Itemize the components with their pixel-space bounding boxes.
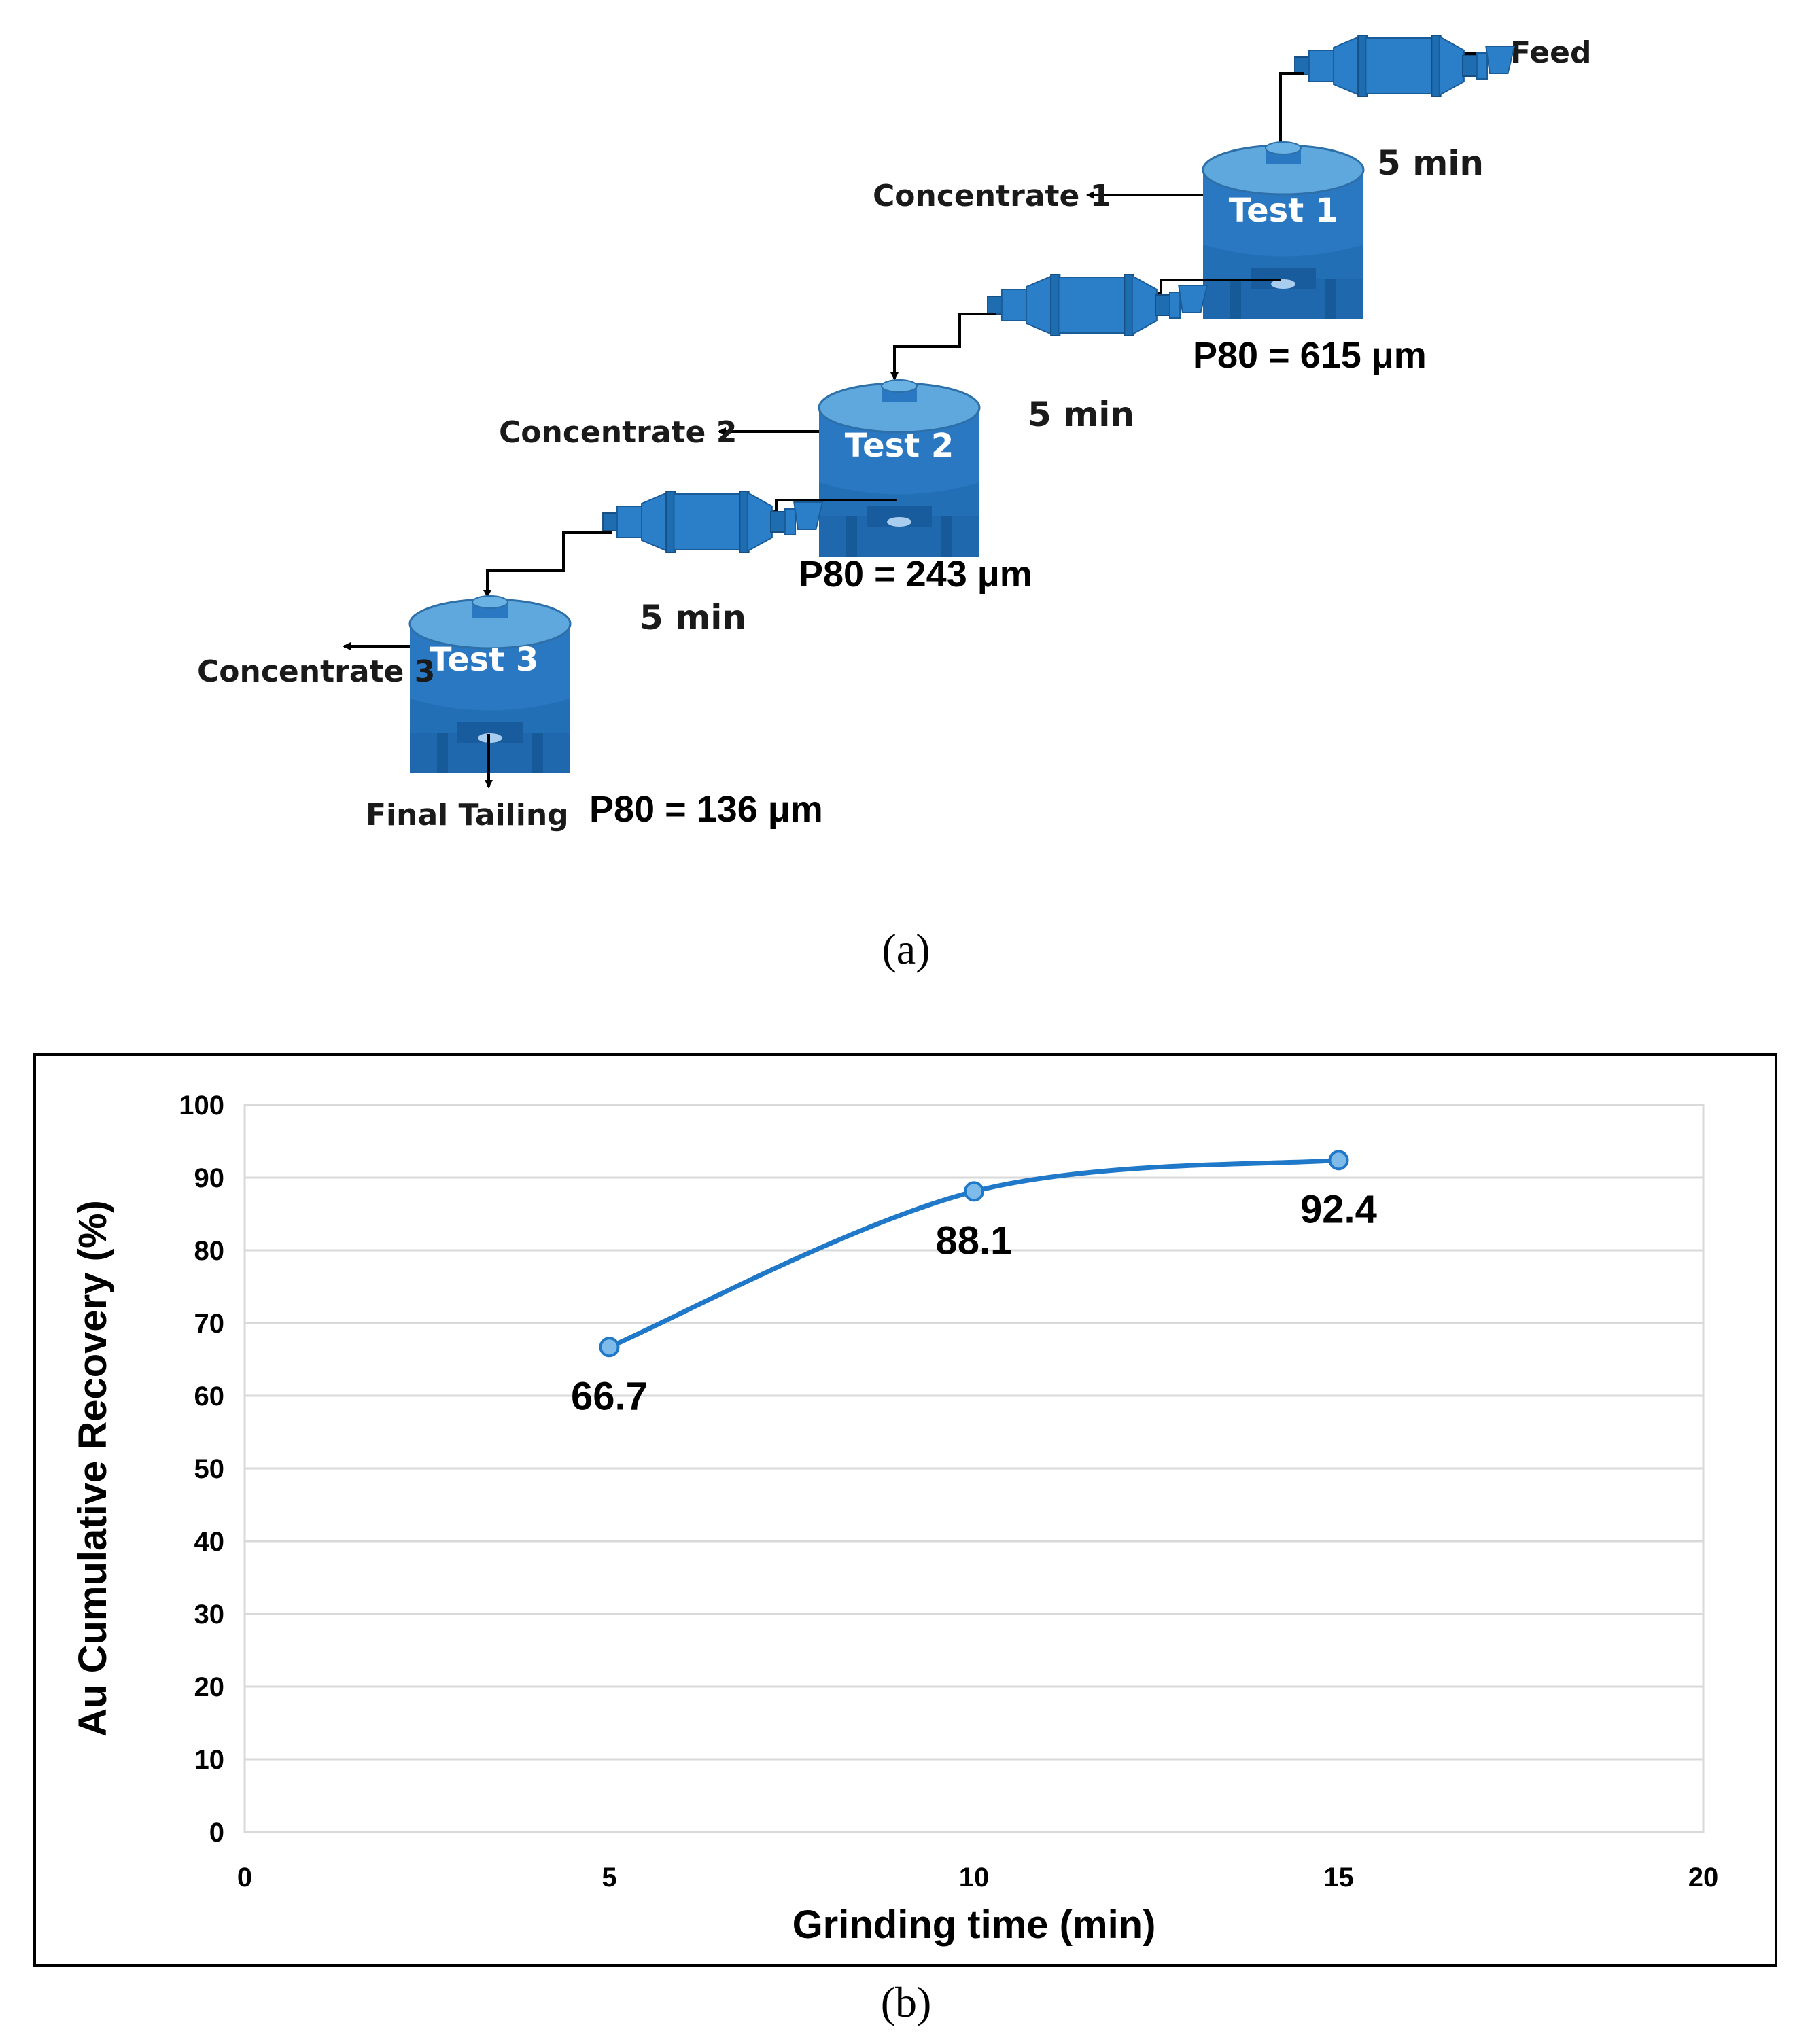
caption-b: (b)	[881, 1978, 932, 2026]
caption-a: (a)	[882, 925, 930, 973]
y-tick-label: 100	[179, 1091, 224, 1121]
x-tick-label: 15	[1323, 1863, 1354, 1892]
y-tick-label: 90	[194, 1163, 225, 1193]
test-2-tank	[818, 378, 981, 559]
concentrate-2-label: Concentrate 2	[499, 415, 737, 450]
data-label: 92.4	[1300, 1187, 1377, 1231]
data-point	[599, 1337, 620, 1358]
y-axis-title: Au Cumulative Recovery (%)	[71, 1200, 115, 1737]
test-3-label: Test 3	[430, 641, 539, 679]
mill-2-to-test-2-connector	[890, 313, 996, 381]
y-tick-label: 70	[194, 1309, 225, 1339]
test-1-label: Test 1	[1229, 192, 1338, 230]
x-tick-label: 5	[602, 1863, 616, 1892]
final-tailing-label: Final Tailing	[366, 798, 569, 832]
chart-frame	[33, 1053, 1777, 1967]
data-labels: 66.7 88.1 92.4	[571, 1187, 1377, 1418]
grind-time-2: 5 min	[1028, 395, 1134, 434]
y-tick-label: 20	[194, 1672, 225, 1702]
data-points	[599, 1150, 1349, 1358]
p80-1: P80 = 615 μm	[1193, 335, 1427, 376]
mill-3-to-test-3-connector	[483, 531, 612, 598]
x-axis-ticks: 0 5 10 15 20	[237, 1863, 1718, 1892]
data-point	[964, 1181, 984, 1202]
data-label: 88.1	[936, 1218, 1013, 1263]
concentrate-1-label: Concentrate 1	[873, 179, 1111, 213]
y-axis-ticks: 0 10 20 30 40 50 60 70 80 90 100	[179, 1091, 224, 1848]
grind-time-3: 5 min	[640, 598, 746, 637]
x-tick-label: 10	[959, 1863, 990, 1892]
p80-3: P80 = 136 μm	[589, 789, 823, 830]
x-tick-label: 0	[237, 1863, 252, 1892]
ball-mill-1	[1294, 35, 1515, 97]
test-2-label: Test 2	[845, 427, 954, 465]
y-tick-label: 0	[209, 1818, 224, 1848]
y-tick-label: 60	[194, 1381, 225, 1411]
x-tick-label: 20	[1688, 1863, 1719, 1892]
test-1-tank	[1202, 141, 1365, 321]
y-tick-label: 50	[194, 1454, 225, 1484]
y-tick-label: 10	[194, 1745, 225, 1775]
y-tick-label: 40	[194, 1527, 225, 1557]
feed-label: Feed	[1510, 35, 1591, 70]
data-point	[1328, 1150, 1349, 1171]
chart-panel: 0 10 20 30 40 50 60 70 80 90 100 0 5 10 15 20 66.7 88.1…	[33, 1053, 1777, 2026]
ball-mill-2	[987, 274, 1208, 336]
x-axis-title: Grinding time (min)	[793, 1903, 1156, 1947]
y-tick-label: 80	[194, 1236, 225, 1266]
y-tick-label: 30	[194, 1600, 225, 1629]
plot-area	[243, 1104, 1705, 1833]
p80-2: P80 = 243 μm	[799, 554, 1032, 595]
grind-time-1: 5 min	[1377, 143, 1484, 183]
data-label: 66.7	[571, 1374, 648, 1418]
flowsheet: Feed 5 min Test 1 Concentrate 1 P80 = 61…	[197, 35, 1591, 973]
concentrate-3-label: Concentrate 3	[197, 654, 435, 689]
